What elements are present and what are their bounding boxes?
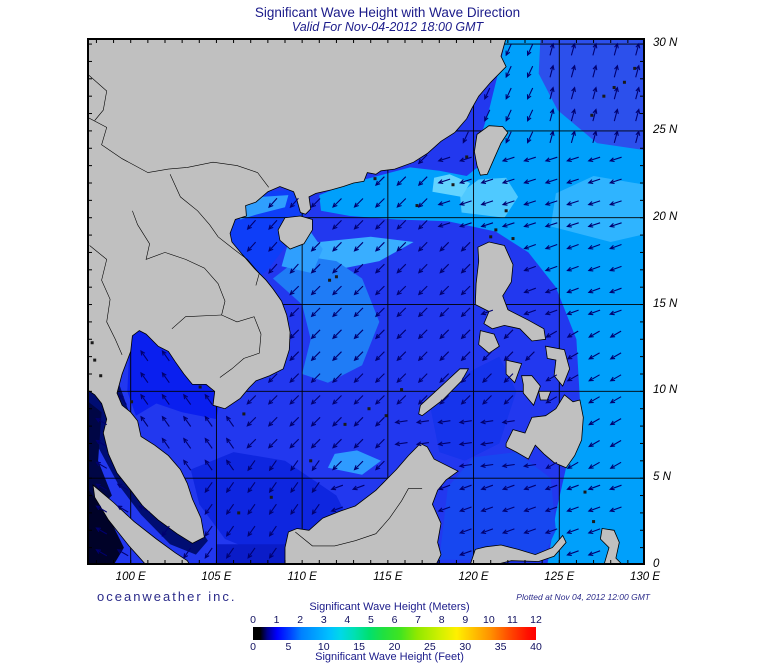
legend-feet-tick: 10 (317, 641, 330, 653)
legend-meters-tick: 2 (297, 614, 304, 626)
land-mindanao (505, 394, 584, 469)
legend-feet-tick: 35 (494, 641, 507, 653)
land-asia-mainland (87, 38, 507, 544)
longitude-label: 125 E (544, 571, 575, 583)
land-luzon (474, 241, 547, 342)
ocean-patches (87, 38, 645, 565)
land-sumatra (92, 484, 191, 565)
land-negros-cebu (521, 375, 541, 407)
country-borders (87, 73, 423, 547)
map-plot-area (87, 38, 645, 565)
land-masses (87, 38, 624, 565)
land-sulawesi (469, 534, 567, 565)
longitude-label: 115 E (373, 571, 403, 583)
legend-feet-tick: 0 (250, 641, 256, 653)
legend-meters-tick: 6 (391, 614, 398, 626)
latitude-label: 0 (653, 558, 660, 570)
map-frame (87, 38, 645, 565)
legend-feet-tick: 25 (424, 641, 436, 653)
wave-map-svg (87, 38, 645, 565)
legend-meters-label: Significant Wave Height (Meters) (309, 601, 470, 613)
wave-arrows (95, 42, 641, 559)
land-hainan (277, 215, 313, 250)
legend-meters-tick: 11 (506, 614, 518, 626)
land-taiwan (473, 125, 509, 176)
legend-meters-tick: 8 (438, 614, 445, 626)
land-mindoro (478, 330, 500, 354)
legend-meters-tick: 3 (320, 614, 327, 626)
legend-meters-tick: 4 (344, 614, 351, 626)
legend-feet-label: Significant Wave Height (Feet) (315, 651, 464, 663)
legend-meters-tick: 5 (367, 614, 374, 626)
latitude-label: 30 N (653, 37, 678, 50)
longitude-label: 130 E (629, 571, 661, 583)
legend-feet-tick: 15 (353, 641, 365, 653)
land-bohol (538, 391, 552, 401)
legend-meters-tick: 10 (482, 614, 495, 626)
latitude-label: 10 N (653, 384, 678, 397)
land-borneo (284, 443, 459, 565)
map-valid-time: Valid For Nov-04-2012 18:00 GMT (291, 20, 484, 34)
oceanweather-logo-text: oceanweather inc. (97, 589, 237, 604)
legend-feet-tick: 5 (285, 641, 292, 653)
legend-meters-tick: 1 (273, 614, 280, 626)
legend-feet-tick: 30 (459, 641, 472, 653)
latitude-label: 5 N (653, 471, 671, 484)
longitude-label: 110 E (287, 571, 317, 583)
latitude-label: 20 N (653, 210, 678, 223)
longitude-label: 100 E (115, 571, 146, 583)
legend-meters-tick: 0 (250, 614, 256, 626)
plotted-timestamp: Plotted at Nov 04, 2012 12:00 GMT (516, 592, 650, 602)
map-title: Significant Wave Height with Wave Direct… (254, 5, 521, 20)
legend-feet-tick: 20 (388, 641, 401, 653)
island-dots (90, 66, 637, 524)
legend-colorbar (253, 627, 536, 640)
land-palawan (418, 368, 470, 417)
latitude-label: 15 N (653, 297, 678, 310)
longitude-label: 120 E (458, 571, 489, 583)
legend-feet-tick: 40 (530, 641, 542, 653)
legend-meters-tick: 12 (530, 614, 542, 626)
latitude-label: 25 N (653, 123, 678, 136)
land-halmahera (599, 528, 624, 565)
legend-meters-tick: 7 (415, 614, 421, 626)
land-samar-leyte (545, 345, 571, 387)
legend-meters-tick: 9 (462, 614, 469, 626)
longitude-label: 105 E (201, 571, 232, 583)
